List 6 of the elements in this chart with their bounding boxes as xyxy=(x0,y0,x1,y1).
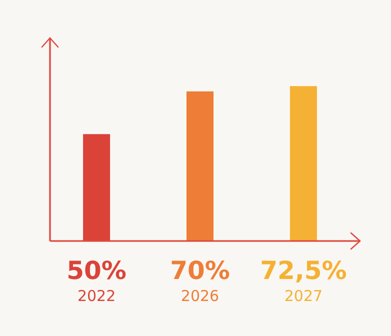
data-label: 72,5% xyxy=(260,256,347,285)
data-label: 70% xyxy=(170,256,230,285)
x-tick-label: 2022 xyxy=(77,287,116,305)
data-label: 50% xyxy=(66,256,126,285)
x-tick-label: 2027 xyxy=(284,287,323,305)
x-tick-label: 2026 xyxy=(180,287,220,305)
